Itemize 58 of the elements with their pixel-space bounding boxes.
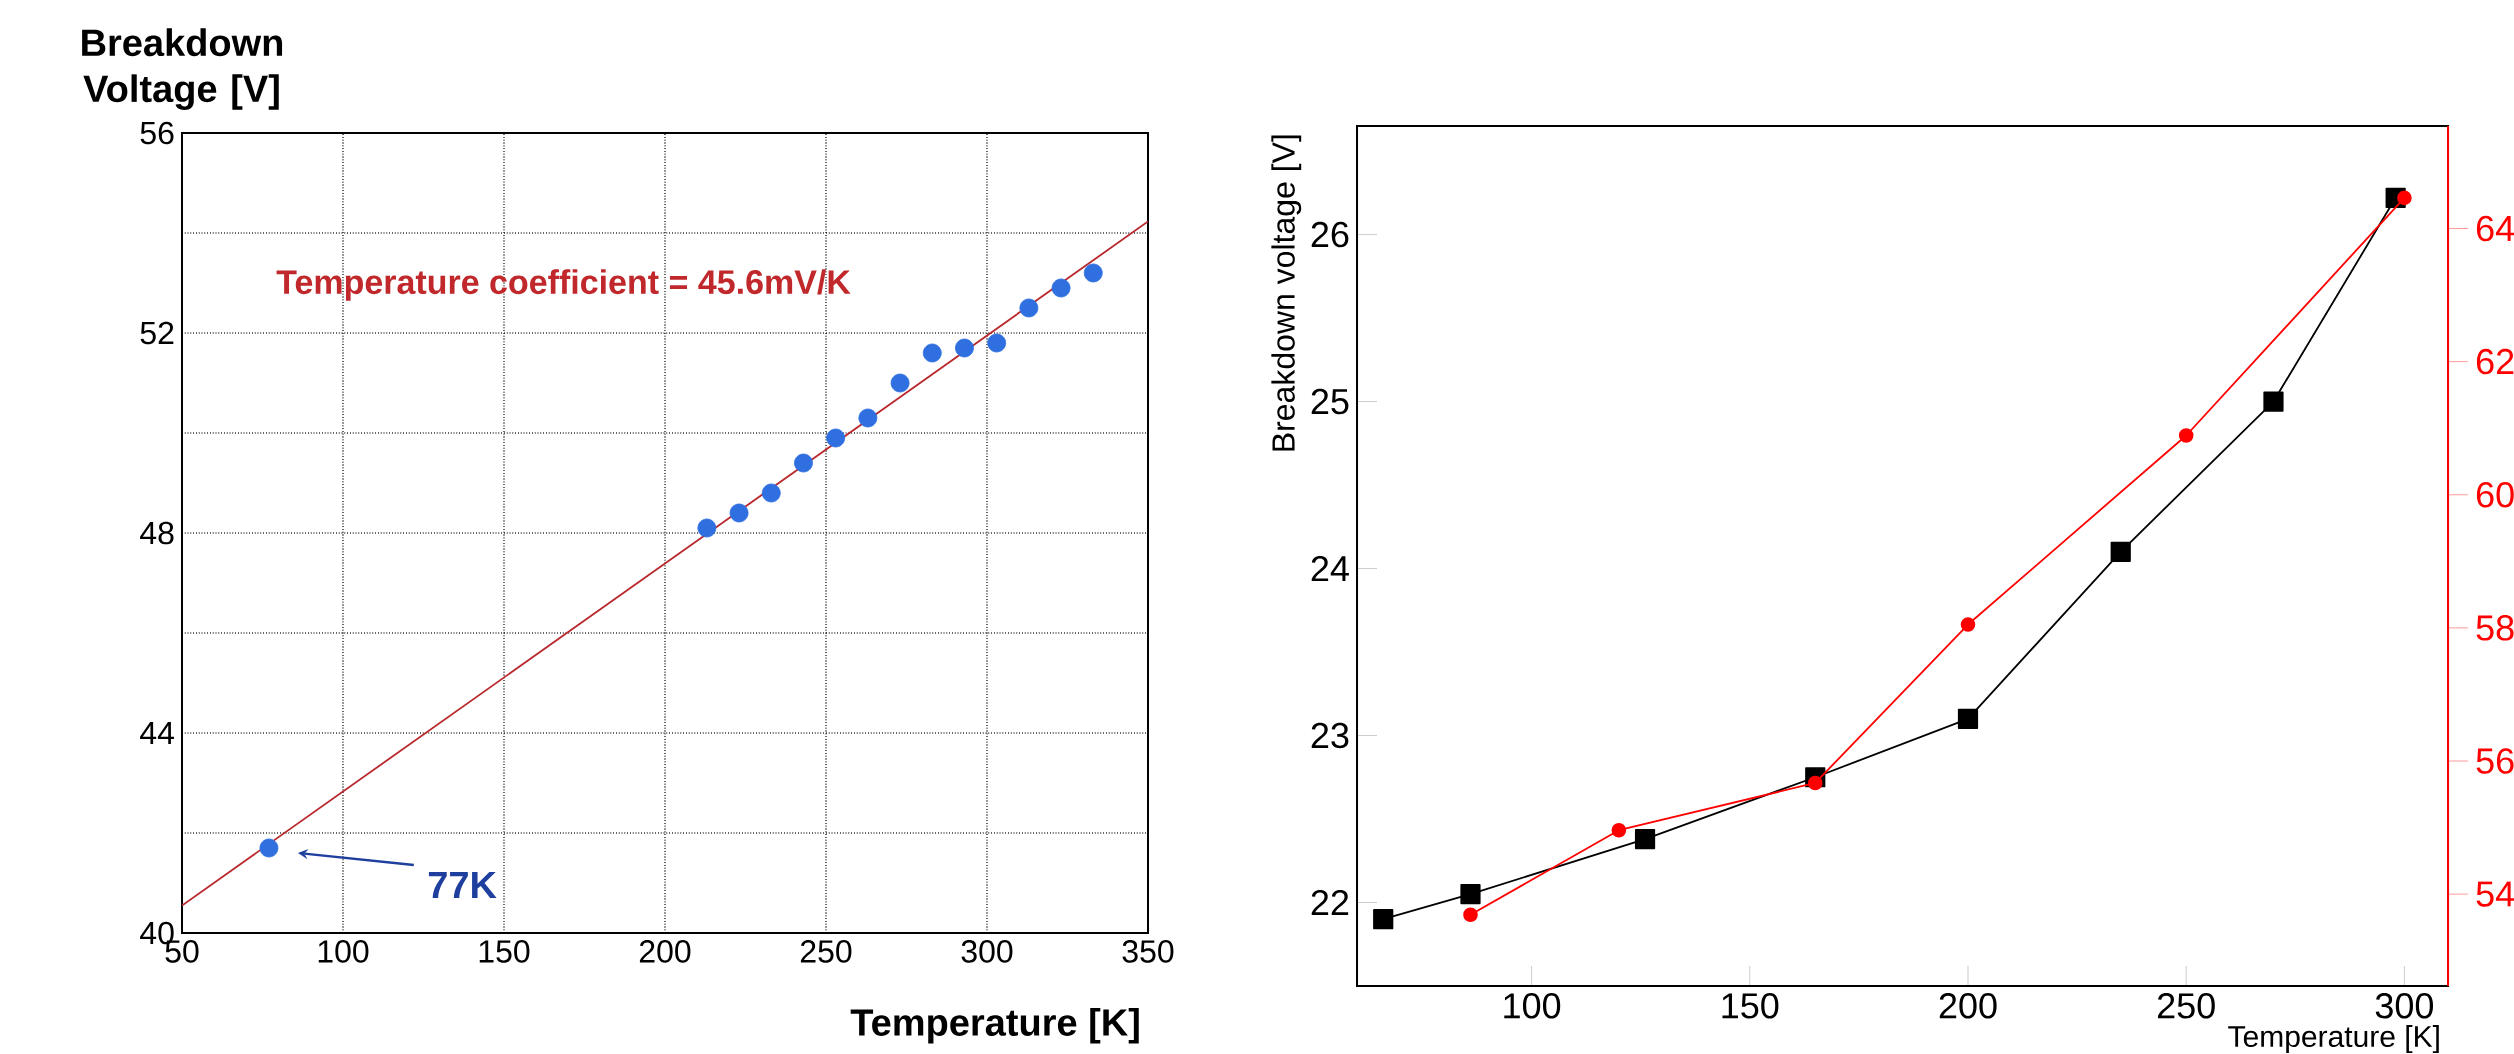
y-tick-label: 56 bbox=[140, 121, 174, 145]
x-tick-label: 250 bbox=[800, 940, 852, 963]
point bbox=[1460, 884, 1481, 905]
x-tick-label: 100 bbox=[318, 940, 369, 963]
y2-tick-label: 54 bbox=[2476, 881, 2514, 907]
point bbox=[955, 338, 974, 358]
point bbox=[761, 483, 781, 503]
y-axis-title: Breakdown voltage [V] bbox=[1271, 135, 1302, 451]
point bbox=[858, 408, 878, 428]
point bbox=[794, 453, 813, 473]
point bbox=[729, 503, 749, 523]
y-axis-title: Breakdown Voltage [V] bbox=[82, 28, 283, 110]
point bbox=[890, 373, 910, 393]
x-tick-label: 350 bbox=[1122, 940, 1174, 963]
point bbox=[2397, 190, 2412, 206]
x-tick-label: 300 bbox=[2375, 993, 2434, 1019]
y-tick-label: 26 bbox=[1311, 221, 1349, 248]
x-axis-title: Temperature [K] bbox=[2228, 1025, 2439, 1054]
point bbox=[1373, 909, 1394, 930]
point bbox=[1634, 828, 1656, 850]
y-tick-label: 24 bbox=[1311, 555, 1349, 582]
point bbox=[697, 518, 717, 538]
y-tick-label: 25 bbox=[1311, 388, 1349, 415]
x-tick-label: 200 bbox=[1939, 993, 1997, 1019]
y2-tick-label: 64 bbox=[2476, 215, 2514, 242]
point bbox=[1083, 263, 1103, 283]
point bbox=[826, 428, 846, 448]
y2-tick-label: 56 bbox=[2476, 748, 2514, 774]
y-tick-label: 44 bbox=[140, 721, 174, 745]
point bbox=[1960, 617, 1976, 632]
point bbox=[259, 838, 279, 858]
y-tick-label: 23 bbox=[1311, 722, 1349, 749]
x-tick-label: 200 bbox=[639, 940, 691, 963]
point bbox=[2110, 541, 2131, 562]
point bbox=[2178, 428, 2194, 443]
y-tick-label: 22 bbox=[1311, 889, 1349, 916]
point bbox=[1051, 278, 1071, 298]
x-axis-title: Temperature [K] bbox=[850, 1008, 1139, 1044]
x-tick-label: 150 bbox=[479, 940, 530, 963]
point bbox=[987, 333, 1007, 353]
x-tick-label: 250 bbox=[2157, 993, 2215, 1019]
x-tick-label: 300 bbox=[961, 940, 1013, 963]
point bbox=[2263, 391, 2284, 412]
point bbox=[1611, 822, 1627, 838]
y-tick-label: 48 bbox=[140, 521, 174, 545]
annotation: Temperature coefficient = 45.6mV/K bbox=[276, 269, 851, 301]
point bbox=[1807, 775, 1823, 791]
y2-tick-label: 62 bbox=[2476, 348, 2514, 375]
point bbox=[922, 343, 942, 363]
y2-tick-label: 60 bbox=[2476, 481, 2514, 508]
point bbox=[1019, 298, 1039, 318]
x-tick-label: 150 bbox=[1722, 993, 1779, 1019]
y2-tick-label: 58 bbox=[2476, 615, 2514, 641]
point bbox=[1463, 907, 1478, 923]
annotation: 77K bbox=[428, 871, 497, 899]
point bbox=[1957, 708, 1979, 729]
y-tick-label: 52 bbox=[140, 321, 174, 345]
x-tick-label: 100 bbox=[1504, 993, 1561, 1019]
